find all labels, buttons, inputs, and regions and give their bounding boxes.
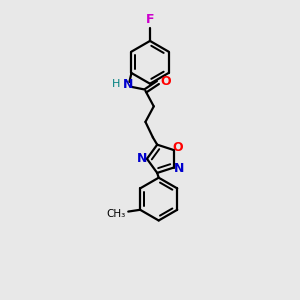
Text: N: N bbox=[137, 152, 147, 165]
Text: O: O bbox=[173, 142, 183, 154]
Text: N: N bbox=[174, 162, 184, 175]
Text: H: H bbox=[112, 79, 121, 89]
Text: N: N bbox=[123, 78, 134, 92]
Text: O: O bbox=[160, 75, 171, 88]
Text: F: F bbox=[146, 13, 154, 26]
Text: CH₃: CH₃ bbox=[106, 209, 125, 219]
